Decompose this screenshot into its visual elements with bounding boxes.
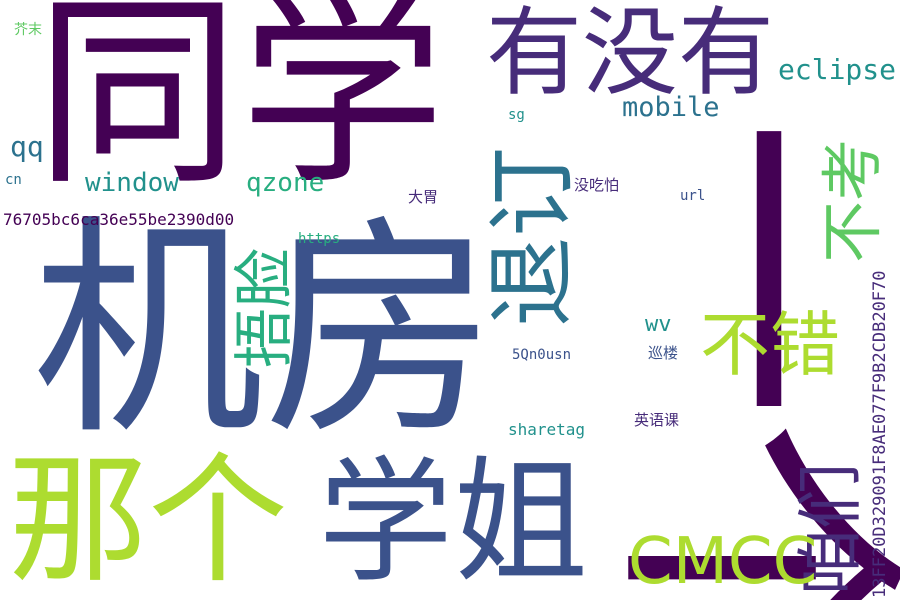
word-bucuo: 不错 <box>700 304 840 386</box>
word-bukao: 不考 <box>816 138 889 263</box>
word-naige: 那个 <box>8 440 289 600</box>
word-cmcc: CMCC <box>628 525 818 599</box>
word-xunlou: 巡楼 <box>648 344 679 362</box>
word-yingyuke: 英语课 <box>634 411 680 429</box>
word-tongxue: 同学 <box>35 0 445 213</box>
word-wulian: 捂脸 <box>230 248 300 368</box>
word-sg: sg <box>508 107 525 123</box>
word-eclipse: eclipse <box>778 53 897 86</box>
word-jifang: 机房 <box>32 196 497 466</box>
word-cn: cn <box>5 172 22 188</box>
word-window: window <box>85 168 179 198</box>
word-mobile: mobile <box>622 92 720 123</box>
word-https: https <box>298 231 341 247</box>
word-hash-long: 13FF20D329091F8AE077F9B2CDB20F70 <box>870 270 890 598</box>
word-code: 5Qn0usn <box>512 347 572 363</box>
word-xuejie: 学姐 <box>318 444 588 600</box>
word-hash-short: 76705bc6ca36e55be2390d00 <box>3 210 235 229</box>
word-meichipa: 没吃怕 <box>574 176 620 194</box>
word-url: url <box>680 188 706 204</box>
word-dawei: 大胃 <box>408 188 439 206</box>
word-qzone: qzone <box>246 168 325 198</box>
word-tuiding: 退订 <box>480 147 585 327</box>
word-sharetag: sharetag <box>508 420 586 439</box>
word-jiemo: 芥末 <box>14 22 42 38</box>
word-qq: qq <box>10 130 44 163</box>
word-wv: wv <box>645 312 672 337</box>
word-youmeiyou: 有没有 <box>486 0 774 109</box>
